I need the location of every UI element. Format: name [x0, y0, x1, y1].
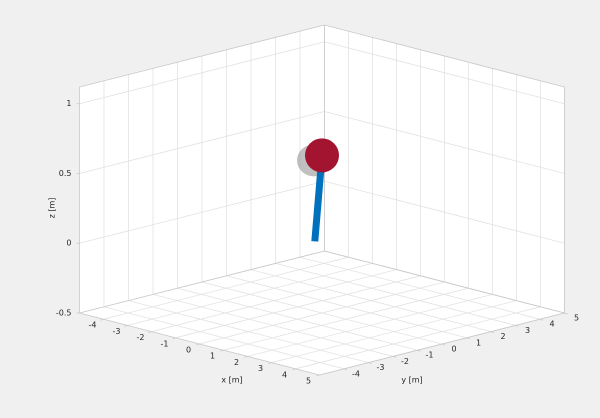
- axis-edge: [324, 24, 565, 88]
- z-tick-label: 0: [66, 239, 71, 248]
- axis-edge: [324, 250, 565, 314]
- z-tick-label: 1: [66, 99, 71, 108]
- grid-line: [324, 41, 565, 105]
- tick-mark: [172, 337, 176, 340]
- z-tick-label: -0.5: [56, 309, 72, 318]
- x-tick-label: 4: [282, 370, 287, 379]
- y-tick-label: -3: [377, 363, 385, 372]
- grid-line: [79, 180, 325, 244]
- grid-line: [250, 269, 492, 332]
- grid-line: [201, 281, 443, 345]
- z-axis-label: z [m]: [48, 198, 57, 219]
- y-tick-label: -1: [426, 351, 434, 360]
- tick-mark: [564, 312, 568, 315]
- grid-line: [324, 180, 565, 244]
- tick-mark: [148, 331, 152, 333]
- tick-mark: [196, 343, 200, 346]
- grid-line: [152, 294, 394, 357]
- tick-mark: [392, 356, 397, 358]
- y-tick-label: -2: [401, 357, 409, 366]
- x-tick-label: -4: [89, 321, 97, 330]
- tick-mark: [100, 318, 104, 321]
- axis-edge: [79, 250, 325, 314]
- x-tick-label: -1: [161, 339, 169, 348]
- grid-line: [79, 111, 325, 174]
- y-tick-label: 3: [525, 326, 530, 335]
- axes-background: [79, 25, 565, 375]
- grid-line: [299, 256, 541, 320]
- grid-line: [103, 306, 345, 370]
- x-tick-label: 0: [186, 346, 191, 355]
- tick-mark: [417, 349, 421, 352]
- tick-mark: [292, 368, 296, 371]
- y-axis-label: y [m]: [401, 376, 422, 385]
- tick-mark: [515, 325, 519, 327]
- tick-mark: [316, 374, 320, 377]
- axis-edge: [79, 24, 325, 88]
- tick-mark: [343, 368, 348, 371]
- bob: [305, 138, 339, 173]
- tick-mark: [220, 349, 224, 352]
- grid-line: [226, 275, 467, 339]
- x-tick-label: 2: [234, 358, 239, 367]
- x-tick-label: 1: [210, 352, 215, 361]
- tick-mark: [441, 343, 446, 346]
- y-tick-label: 2: [500, 332, 505, 341]
- x-tick-label: -3: [113, 327, 121, 336]
- grid-line: [177, 287, 418, 351]
- grid-line: [79, 41, 325, 105]
- tick-mark: [368, 362, 372, 364]
- y-tick-label: 5: [574, 314, 579, 323]
- x-tick-label: 5: [306, 377, 311, 386]
- tick-mark: [539, 318, 544, 321]
- grid-line: [324, 111, 565, 174]
- grid-line: [275, 263, 516, 326]
- y-tick-label: 1: [476, 338, 481, 347]
- z-tick-label: 0.5: [59, 169, 72, 178]
- tick-mark: [244, 356, 248, 358]
- y-tick-label: -4: [352, 369, 360, 378]
- x-axis-label: x [m]: [221, 376, 242, 385]
- tick-mark: [268, 362, 272, 364]
- y-tick-label: 4: [549, 320, 554, 329]
- grid-line: [128, 300, 369, 363]
- tick-mark: [466, 337, 470, 340]
- tick-mark: [124, 325, 128, 327]
- tick-mark: [490, 331, 495, 333]
- y-tick-label: 0: [451, 345, 456, 354]
- x-tick-label: -2: [137, 333, 145, 342]
- x-tick-label: 3: [258, 364, 263, 373]
